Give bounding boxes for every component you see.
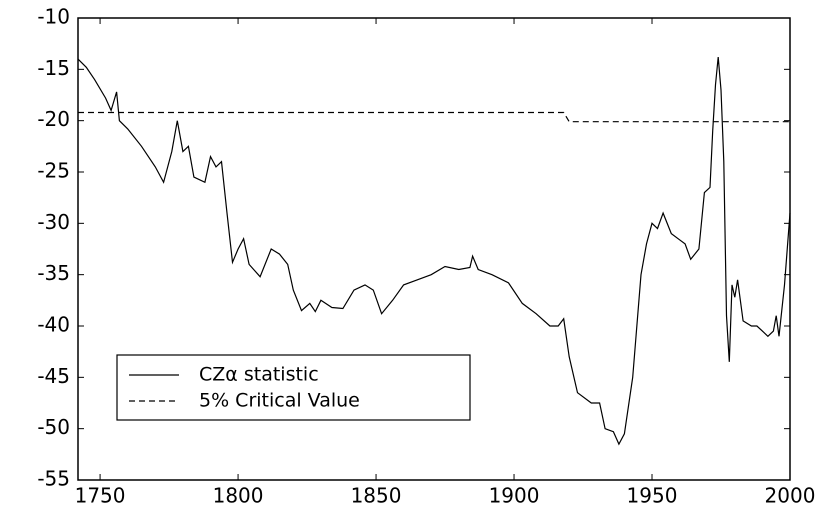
y-tick-label: -45 bbox=[37, 364, 70, 388]
y-tick-label: -30 bbox=[37, 210, 70, 234]
y-tick-label: -50 bbox=[37, 415, 70, 439]
x-tick-label: 1900 bbox=[489, 484, 540, 508]
y-tick-label: -20 bbox=[37, 107, 70, 131]
plot-frame bbox=[77, 17, 791, 481]
x-tick-label: 1950 bbox=[627, 484, 678, 508]
data-line bbox=[78, 111, 790, 123]
y-tick-label: -10 bbox=[37, 5, 70, 29]
x-tick-label: 2000 bbox=[765, 484, 816, 508]
data-line bbox=[77, 56, 791, 446]
legend-box bbox=[116, 354, 471, 421]
legend-label: 5% Critical Value bbox=[199, 390, 360, 412]
y-tick-label: -15 bbox=[37, 56, 70, 80]
x-tick-label: 1750 bbox=[75, 484, 126, 508]
y-tick-label: -35 bbox=[37, 261, 70, 285]
legend-label: CZα statistic bbox=[199, 364, 319, 386]
y-tick-label: -25 bbox=[37, 159, 70, 183]
x-tick-label: 1800 bbox=[213, 484, 264, 508]
y-tick-label: -40 bbox=[37, 313, 70, 337]
x-tick-label: 1850 bbox=[351, 484, 402, 508]
y-tick-label: -55 bbox=[37, 467, 70, 491]
